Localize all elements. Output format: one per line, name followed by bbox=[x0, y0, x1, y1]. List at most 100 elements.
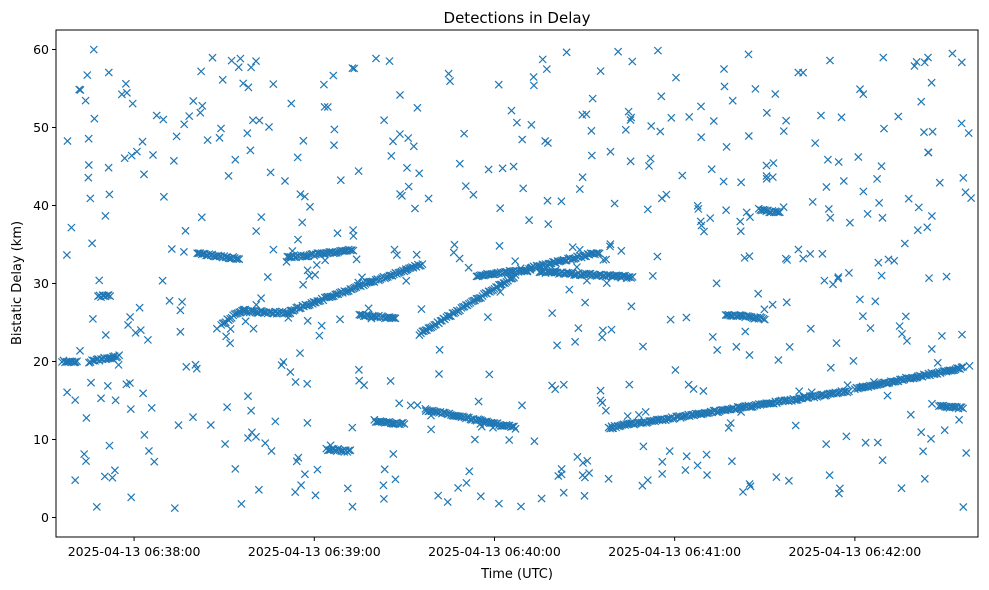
data-point bbox=[63, 388, 72, 397]
data-point bbox=[326, 441, 335, 450]
data-point bbox=[626, 157, 635, 166]
data-point bbox=[682, 452, 691, 461]
data-point bbox=[877, 162, 886, 171]
data-point bbox=[334, 444, 343, 453]
data-point bbox=[257, 294, 266, 303]
data-point bbox=[760, 305, 769, 314]
data-point bbox=[544, 220, 553, 229]
data-point bbox=[719, 177, 728, 186]
data-point bbox=[658, 469, 667, 478]
data-point bbox=[957, 58, 966, 67]
data-point bbox=[309, 297, 318, 306]
data-point bbox=[736, 227, 745, 236]
data-point bbox=[837, 113, 846, 122]
data-point bbox=[343, 484, 352, 493]
data-point bbox=[349, 246, 358, 255]
y-tick-label: 20 bbox=[33, 354, 49, 369]
data-point bbox=[565, 285, 574, 294]
data-point bbox=[895, 322, 904, 331]
data-point bbox=[806, 324, 815, 333]
data-point bbox=[671, 73, 681, 82]
data-point bbox=[924, 148, 933, 157]
data-point bbox=[927, 399, 937, 408]
data-point bbox=[185, 112, 194, 121]
data-point bbox=[554, 471, 563, 481]
data-point bbox=[108, 354, 118, 364]
data-point bbox=[575, 185, 584, 194]
data-point bbox=[138, 137, 147, 146]
data-point bbox=[302, 301, 311, 310]
data-point bbox=[762, 161, 771, 170]
data-point bbox=[357, 273, 367, 282]
data-point bbox=[303, 418, 312, 427]
data-point bbox=[299, 136, 308, 145]
data-point bbox=[389, 313, 398, 323]
data-point bbox=[159, 115, 168, 124]
data-point bbox=[879, 53, 888, 62]
data-point bbox=[244, 83, 253, 92]
data-point bbox=[84, 134, 93, 143]
data-point bbox=[315, 331, 324, 340]
data-point bbox=[511, 257, 520, 266]
x-axis: 2025-04-13 06:38:00 2025-04-13 06:39:00 20… bbox=[68, 537, 921, 559]
data-point bbox=[341, 287, 350, 296]
data-point bbox=[641, 407, 650, 416]
data-point bbox=[484, 287, 493, 296]
data-point bbox=[208, 53, 217, 62]
data-point bbox=[824, 204, 833, 214]
data-point bbox=[300, 470, 309, 479]
data-point bbox=[212, 324, 221, 333]
data-point bbox=[741, 327, 750, 336]
data-point bbox=[249, 324, 258, 333]
data-point bbox=[643, 205, 652, 214]
data-point bbox=[707, 165, 716, 174]
data-point bbox=[389, 449, 398, 459]
data-point bbox=[271, 417, 280, 426]
data-point bbox=[127, 493, 136, 502]
data-point bbox=[628, 57, 637, 66]
data-point bbox=[413, 103, 422, 112]
data-point bbox=[223, 403, 232, 412]
data-point bbox=[392, 250, 401, 260]
data-point bbox=[176, 306, 185, 315]
y-tick-label: 50 bbox=[33, 120, 49, 135]
data-point bbox=[152, 111, 161, 120]
data-point bbox=[538, 55, 547, 64]
data-point bbox=[897, 484, 906, 493]
data-point bbox=[602, 255, 611, 264]
data-point bbox=[216, 124, 226, 133]
data-point bbox=[699, 227, 709, 236]
data-point bbox=[823, 155, 832, 164]
data-point bbox=[599, 255, 608, 264]
data-point bbox=[417, 305, 426, 314]
data-point bbox=[722, 142, 731, 151]
data-point bbox=[849, 356, 858, 365]
data-point bbox=[80, 450, 89, 459]
data-point bbox=[454, 483, 463, 492]
data-point bbox=[252, 300, 261, 309]
data-point bbox=[946, 366, 956, 375]
data-point bbox=[444, 69, 453, 78]
data-point bbox=[320, 102, 329, 111]
data-point bbox=[86, 378, 96, 387]
data-point bbox=[348, 423, 357, 432]
data-point bbox=[965, 361, 974, 370]
data-point bbox=[355, 310, 364, 319]
data-point bbox=[751, 84, 760, 93]
data-point bbox=[657, 194, 666, 203]
data-point bbox=[360, 381, 369, 390]
data-point bbox=[248, 116, 257, 125]
data-point bbox=[488, 423, 498, 432]
data-point bbox=[937, 331, 946, 340]
data-point bbox=[617, 246, 626, 255]
data-point bbox=[95, 276, 104, 285]
data-point bbox=[581, 298, 590, 307]
data-point bbox=[101, 211, 110, 220]
data-point bbox=[587, 151, 596, 160]
data-point bbox=[762, 174, 771, 183]
data-point bbox=[834, 272, 843, 282]
data-point bbox=[762, 171, 771, 181]
data-point bbox=[694, 204, 703, 213]
data-point bbox=[653, 252, 662, 261]
data-point bbox=[709, 116, 718, 126]
